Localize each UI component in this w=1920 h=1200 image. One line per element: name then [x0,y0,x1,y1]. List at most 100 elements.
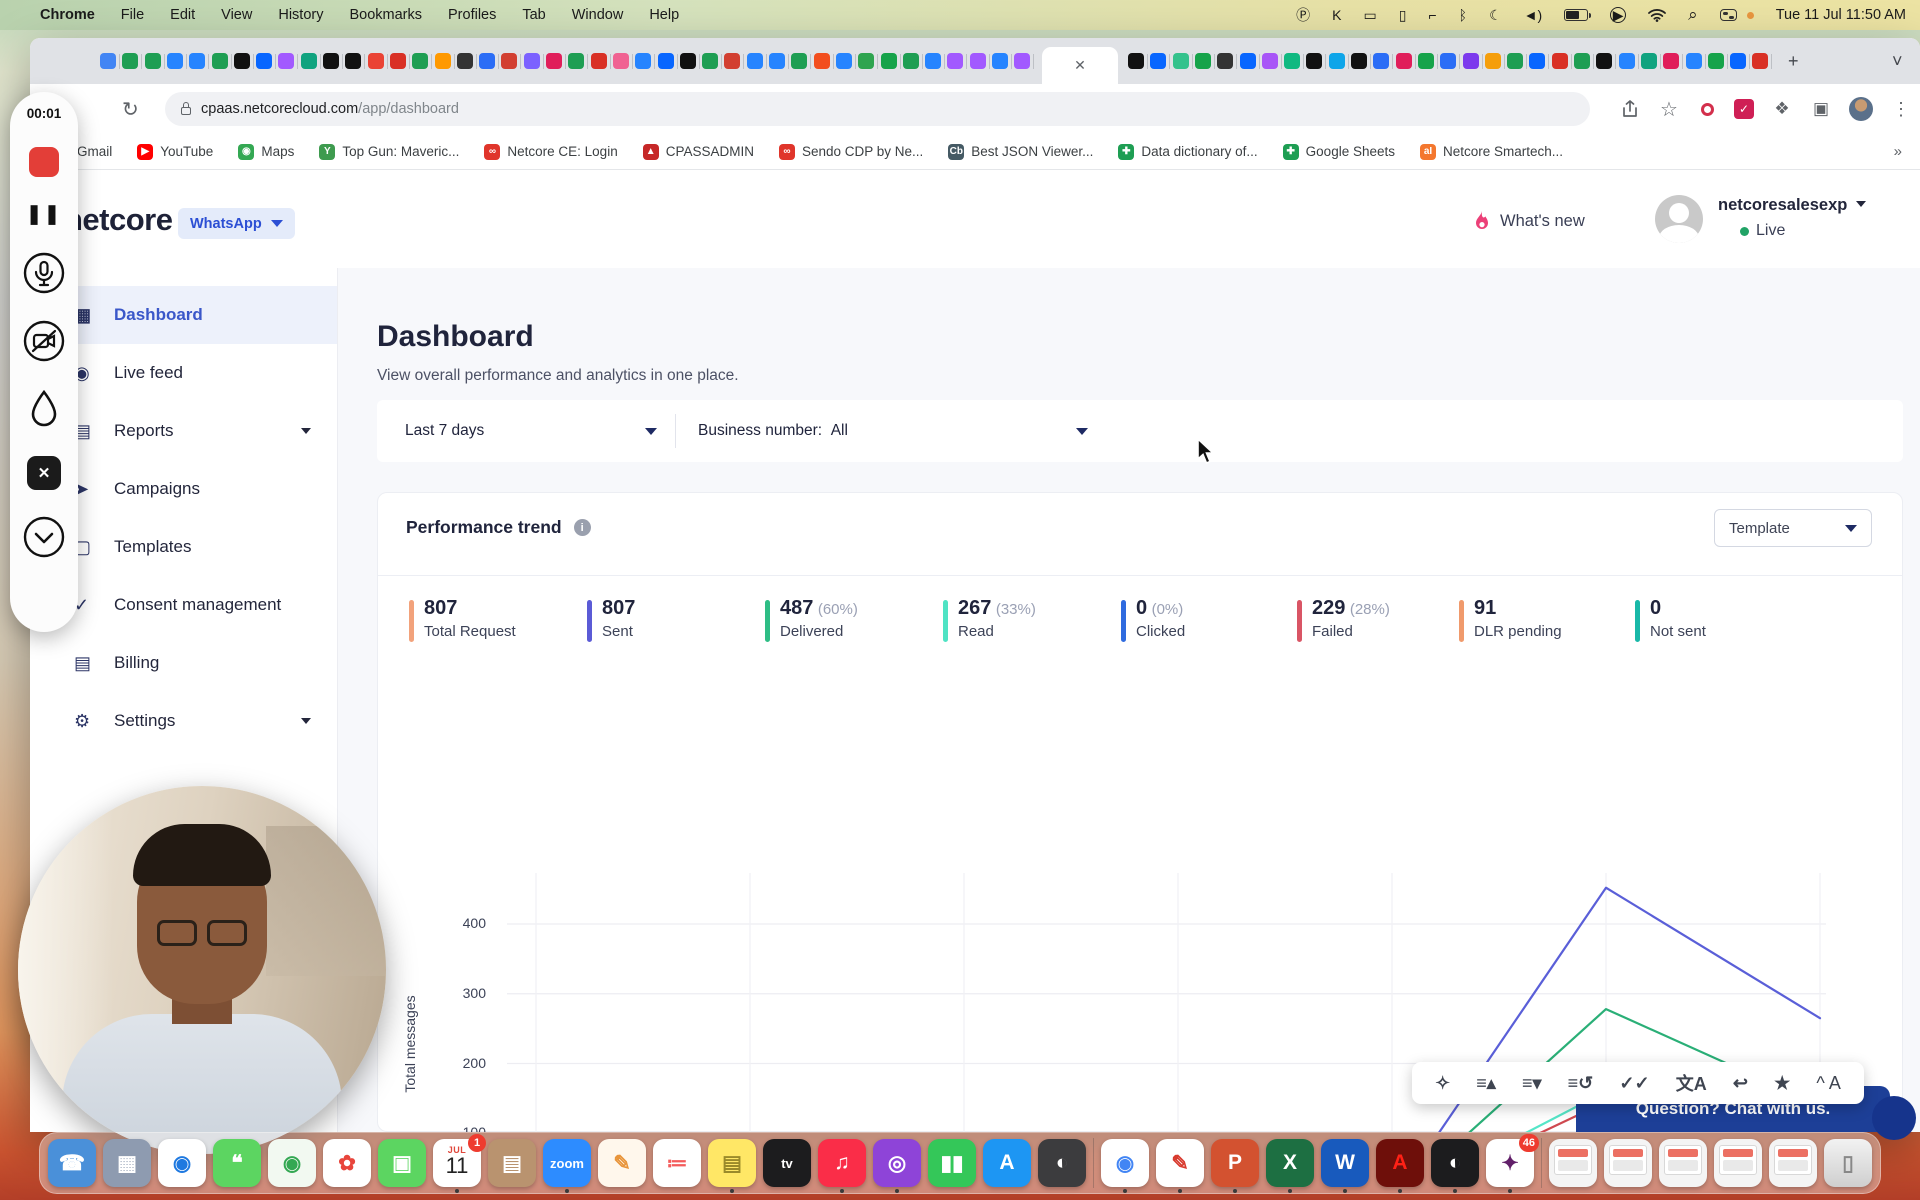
browser-tab[interactable] [1150,53,1167,69]
dock-apple-tv[interactable]: tv [763,1139,811,1187]
browser-tab[interactable] [211,53,228,69]
browser-tab[interactable] [278,53,295,69]
focus-moon-icon[interactable]: ☾ [1489,6,1502,23]
loom-extension-icon[interactable] [1697,99,1717,119]
account-avatar[interactable] [1655,195,1703,243]
browser-tab[interactable] [501,53,518,69]
dock-powerpoint[interactable]: P [1211,1139,1259,1193]
browser-tab[interactable] [835,53,852,69]
menu-item-edit[interactable]: Edit [170,7,196,23]
bookmark-item[interactable]: ▶ YouTube [137,143,213,160]
browser-tab[interactable] [1417,53,1434,69]
address-bar[interactable]: cpaas.netcorecloud.com/app/dashboard [165,92,1590,126]
account-menu[interactable]: netcoresalesexp [1718,196,1866,215]
sidebar-item-consent-management[interactable]: ✓ Consent management [30,576,337,634]
business-number-dropdown[interactable]: Business number: All [698,422,1088,440]
dock-facetime[interactable]: ▣ [378,1139,426,1187]
browser-tab[interactable] [1128,53,1144,69]
browser-tab[interactable] [568,53,585,69]
browser-tab[interactable] [1284,53,1301,69]
dock-safari[interactable]: ◉ [158,1139,206,1187]
camera-off-button[interactable] [23,320,65,362]
dock-window-thumb[interactable] [1714,1139,1762,1187]
dock-maps[interactable]: ◉ [268,1139,316,1187]
close-tab-icon[interactable]: ✕ [1074,57,1086,73]
dock-word[interactable]: W [1321,1139,1369,1193]
browser-tab[interactable] [1306,53,1323,69]
playback-icon[interactable]: ▶ [1610,7,1627,23]
microphone-button[interactable] [23,252,65,294]
translate-icon[interactable]: 文A [1675,1074,1707,1094]
browser-tab[interactable] [635,53,652,69]
browser-tab[interactable] [389,53,406,69]
menu-item-history[interactable]: History [278,7,324,23]
active-tab[interactable]: ✕ [1042,47,1118,84]
lock-icon[interactable] [181,102,191,115]
menu-item-bookmarks[interactable]: Bookmarks [349,7,422,23]
info-icon[interactable]: i [573,519,591,536]
undo-icon[interactable]: ↩ [1732,1072,1748,1093]
battery-icon[interactable] [1564,9,1592,21]
browser-tab[interactable] [813,53,830,69]
browser-tab[interactable] [1707,53,1724,69]
browser-tab[interactable] [1752,53,1769,69]
bookmark-item[interactable]: ✚ Data dictionary of... [1118,143,1258,160]
browser-tab[interactable] [1261,53,1278,69]
dock-photos[interactable]: ✿ [323,1139,371,1187]
bookmark-item[interactable]: aI Netcore Smartech... [1419,143,1563,160]
dock-dark-utility[interactable]: ◐ [1431,1139,1479,1193]
parallels-icon[interactable]: Ⓟ [1296,7,1311,23]
browser-tab[interactable] [546,53,562,69]
bluetooth-icon[interactable]: ᛒ [1458,7,1468,23]
browser-tab[interactable] [367,53,384,69]
browser-tab[interactable] [1663,53,1680,69]
browser-menu-icon[interactable]: ⋮ [1892,98,1910,119]
rewrite-icon[interactable]: ≡↺ [1567,1072,1594,1093]
sidebar-item-dashboard[interactable]: ▦ Dashboard [30,286,337,344]
browser-tab[interactable] [724,53,741,69]
dock-notebook[interactable]: ▤ [488,1139,536,1187]
dock-notes[interactable]: ▤ [708,1139,756,1193]
dock-window-thumb[interactable] [1604,1139,1652,1187]
browser-tab[interactable] [1596,53,1613,69]
bookmark-item[interactable]: Cb Best JSON Viewer... [948,143,1093,160]
browser-tab[interactable] [233,53,250,69]
dock-messages[interactable]: ❝ [213,1139,261,1187]
bookmark-item[interactable]: ◉ Maps [238,143,294,160]
dock-trash[interactable]: ▯ [1824,1139,1872,1187]
browser-tab[interactable] [166,53,183,69]
browser-tab[interactable] [323,53,339,69]
browser-tab[interactable] [1640,53,1657,69]
browser-tab[interactable] [746,53,763,69]
grammar-check-icon[interactable]: ✓✓ [1619,1072,1650,1093]
browser-tab[interactable] [1462,53,1479,69]
browser-tab[interactable] [122,53,139,69]
whats-new-link[interactable]: What's new [1472,210,1585,232]
control-center-icon[interactable] [1719,9,1737,21]
magic-wand-icon[interactable]: ✧ [1435,1072,1451,1093]
browser-tab[interactable] [1507,53,1524,69]
bookmark-item[interactable]: ∞ Sendo CDP by Ne... [778,143,923,160]
browser-tab[interactable] [590,53,607,69]
browser-tab[interactable] [702,53,719,69]
browser-tab[interactable] [1194,53,1211,69]
browser-tab[interactable] [969,53,986,69]
bookmark-item[interactable]: ✚ Google Sheets [1282,143,1395,160]
browser-tab[interactable] [858,53,875,69]
chat-bubble-button[interactable] [1872,1096,1916,1140]
dock-window-thumb[interactable] [1549,1139,1597,1187]
browser-tab[interactable] [456,53,473,69]
task-extension-icon[interactable]: ✓ [1734,99,1754,119]
dock-podcasts[interactable]: ◎ [873,1139,921,1193]
browser-tab[interactable] [1685,53,1702,69]
browser-tab[interactable] [1328,53,1345,69]
sidecar-icon[interactable]: ▯ [1398,6,1407,23]
browser-tab[interactable] [434,53,451,69]
dock-launchpad[interactable]: ▦ [103,1139,151,1187]
wifi-icon[interactable] [1648,8,1667,22]
dock-slack[interactable]: ✦ 46 [1486,1134,1539,1193]
pause-button[interactable]: ❚❚ [26,204,62,225]
spotlight-icon[interactable]: ⌕ [1688,5,1698,24]
browser-tab[interactable] [679,53,696,69]
cancel-recording-button[interactable]: ✕ [27,456,61,490]
